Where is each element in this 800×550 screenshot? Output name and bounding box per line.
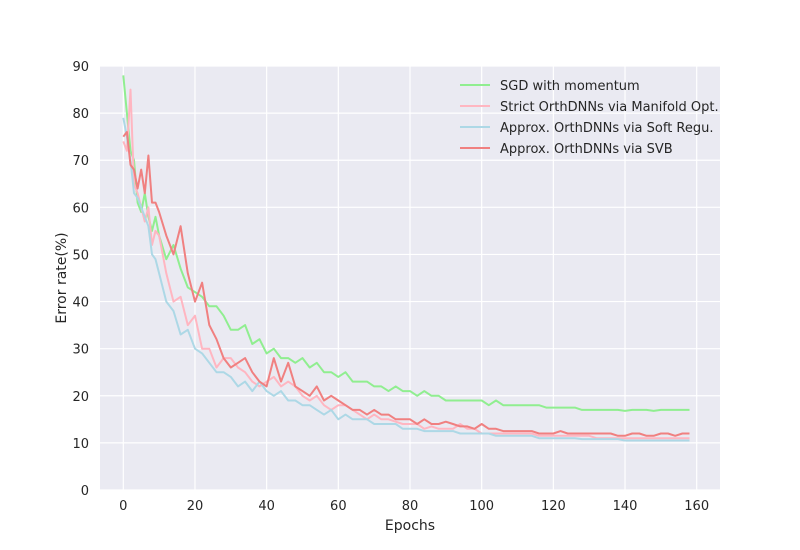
series-line-4 bbox=[122, 131, 690, 437]
x-tick-label: 0 bbox=[119, 499, 127, 514]
series-line-2 bbox=[122, 88, 690, 440]
x-tick-label: 120 bbox=[541, 499, 566, 514]
legend-label: Approx. OrthDNNs via Soft Regu. bbox=[500, 121, 714, 136]
x-tick-label: 160 bbox=[684, 499, 709, 514]
y-axis-label: Error rate(%) bbox=[54, 232, 70, 323]
y-tick-label: 20 bbox=[72, 390, 89, 405]
x-tick-label: 20 bbox=[187, 499, 204, 514]
y-tick-label: 40 bbox=[72, 296, 89, 311]
y-axis-ticks: 0 10 20 30 40 50 60 70 80 90 bbox=[72, 60, 89, 499]
x-axis-label: Epochs bbox=[385, 518, 435, 534]
y-tick-label: 90 bbox=[72, 60, 89, 75]
legend-label: SGD with momentum bbox=[500, 79, 640, 94]
legend-label: Strict OrthDNNs via Manifold Opt. bbox=[500, 100, 719, 115]
y-tick-label: 10 bbox=[72, 437, 89, 452]
y-tick-label: 30 bbox=[72, 343, 89, 358]
y-tick-label: 0 bbox=[81, 484, 89, 499]
legend: SGD with momentum Strict OrthDNNs via Man… bbox=[460, 79, 719, 157]
grid-lines bbox=[100, 65, 720, 491]
series-line-3 bbox=[122, 117, 690, 442]
x-tick-label: 100 bbox=[469, 499, 494, 514]
x-tick-label: 140 bbox=[613, 499, 638, 514]
y-tick-label: 50 bbox=[72, 248, 89, 263]
y-tick-label: 70 bbox=[72, 154, 89, 169]
series-lines bbox=[122, 75, 690, 442]
x-axis-ticks: 0 20 40 60 80 100 120 140 160 bbox=[119, 499, 709, 514]
y-tick-label: 60 bbox=[72, 201, 89, 216]
y-tick-label: 80 bbox=[72, 107, 89, 122]
legend-label: Approx. OrthDNNs via SVB bbox=[500, 142, 673, 157]
x-tick-label: 80 bbox=[402, 499, 419, 514]
x-tick-label: 60 bbox=[330, 499, 347, 514]
series-line-1 bbox=[122, 75, 690, 412]
x-tick-label: 40 bbox=[258, 499, 275, 514]
